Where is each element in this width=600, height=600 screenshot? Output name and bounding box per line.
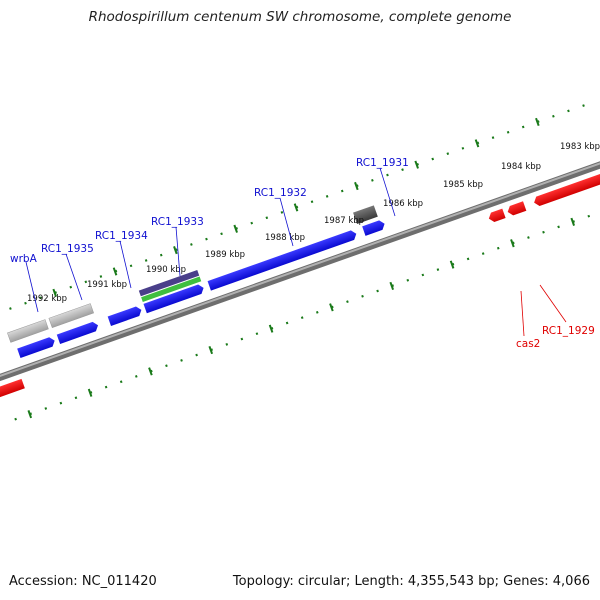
gene-label[interactable]: wrbA (10, 253, 38, 265)
gene-label[interactable]: RC1_1932 (254, 187, 307, 199)
gene-label[interactable]: cas2 (516, 338, 540, 350)
tick-label: 1985 kbp (443, 180, 483, 190)
gene-label[interactable]: RC1_1934 (95, 230, 148, 242)
genome-summary-text: Topology: circular; Length: 4,355,543 bp… (232, 574, 590, 589)
feature-rna-green[interactable] (141, 276, 202, 302)
label-leaders (25, 167, 396, 313)
gene-RC1_1929-small[interactable] (506, 201, 527, 216)
gene-pseudo-2[interactable] (48, 303, 94, 329)
label-leaders-reverse (520, 284, 567, 337)
gene-RC1_1932[interactable] (207, 229, 358, 291)
gene-RC1_1929[interactable] (532, 165, 600, 207)
accession-text: Accession: NC_011420 (9, 574, 157, 589)
tick-label: 1984 kbp (501, 162, 541, 172)
map-title: Rhodospirillum centenum SW chromosome, c… (88, 9, 512, 25)
gene-label[interactable]: RC1_1933 (151, 216, 204, 228)
tick-label: 1988 kbp (265, 233, 305, 243)
forward-genes (7, 205, 386, 359)
tick-label: 1990 kbp (146, 265, 186, 275)
feature-dark-box[interactable] (353, 205, 378, 224)
gene-RC1_1933[interactable] (143, 283, 205, 314)
gene-RC1_1935[interactable] (56, 321, 100, 344)
tick-label: 1991 kbp (87, 280, 127, 290)
reverse-genes (0, 165, 600, 399)
genome-backbone (0, 150, 600, 385)
tick-label: 1983 kbp (560, 142, 600, 152)
tick-label: 1989 kbp (205, 250, 245, 260)
gene-RC1_1934[interactable] (107, 305, 143, 326)
feature-rna-purple[interactable] (138, 269, 200, 297)
gene-wrbA[interactable] (17, 336, 56, 359)
tick-label: 1992 kbp (27, 294, 67, 304)
gene-label[interactable]: RC1_1929 (542, 325, 595, 337)
gene-label[interactable]: RC1_1935 (41, 243, 94, 255)
gene-cas2[interactable] (487, 208, 506, 224)
gene-pseudo-1[interactable] (7, 319, 49, 343)
tick-label: 1986 kbp (383, 199, 423, 209)
lower-tick-ruler (14, 201, 600, 421)
gene-RC1_1931[interactable] (362, 219, 386, 236)
gene-reverse-left[interactable] (0, 378, 25, 399)
tick-label: 1987 kbp (324, 216, 364, 226)
upper-tick-ruler (0, 101, 593, 321)
gene-label[interactable]: RC1_1931 (356, 157, 409, 169)
